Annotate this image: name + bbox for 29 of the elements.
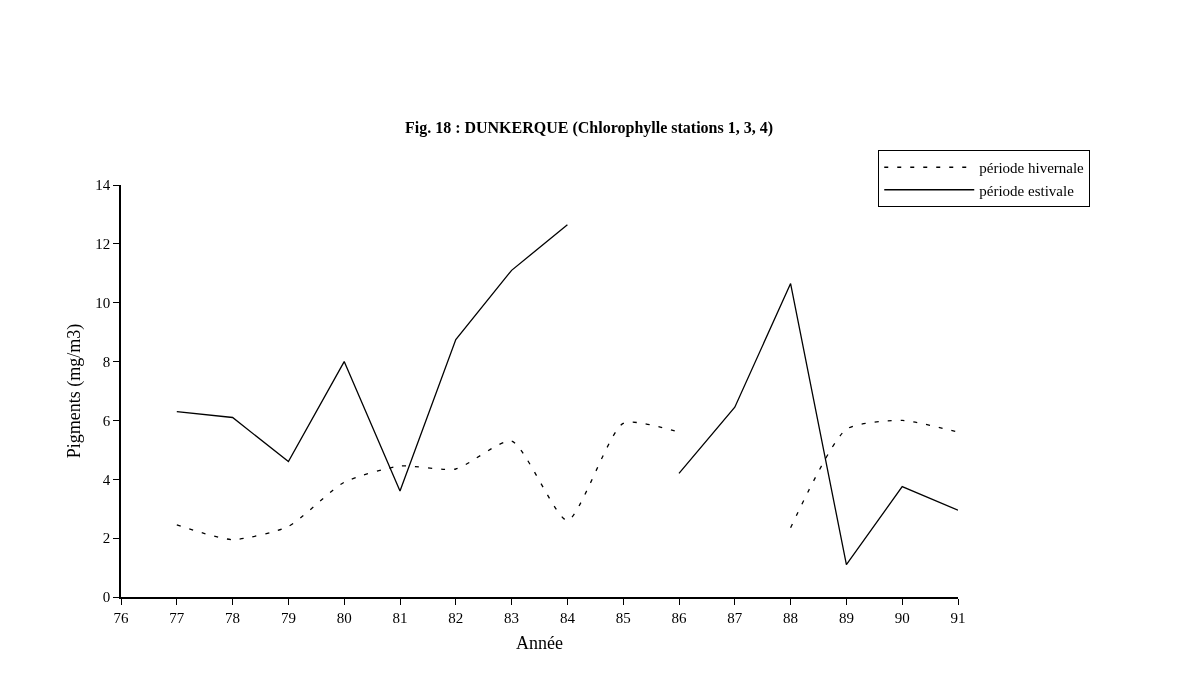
x-tick-label: 80 — [336, 609, 352, 626]
y-tick-label: 14 — [95, 177, 111, 194]
x-tick-label: 81 — [392, 609, 408, 626]
y-tick-label: 0 — [102, 589, 111, 606]
x-tick-label: 76 — [113, 609, 129, 626]
y-axis-title: Pigments (mg/m3) — [63, 323, 85, 459]
x-tick-label: 78 — [225, 609, 241, 626]
x-tick-label: 83 — [504, 609, 520, 626]
chart-title: Fig. 18 : DUNKERQUE (Chlorophylle stations 1, 3, 4) — [404, 118, 774, 137]
x-tick-label: 86 — [671, 609, 687, 626]
y-tick-label: 10 — [95, 294, 111, 311]
x-tick-label: 87 — [727, 609, 743, 626]
x-axis-title: Année — [516, 633, 563, 654]
x-tick-label: 77 — [169, 609, 185, 626]
y-tick-label: 8 — [102, 353, 111, 370]
x-tick-label: 88 — [783, 609, 799, 626]
x-tick-label: 84 — [559, 609, 576, 626]
y-tick-label: 2 — [102, 530, 111, 547]
x-tick-label: 85 — [615, 609, 631, 626]
y-tick-label: 12 — [95, 236, 111, 253]
x-tick-label: 82 — [448, 609, 464, 626]
y-tick-label: 4 — [102, 471, 111, 488]
text: période estivale — [979, 182, 1075, 199]
x-tick-label: 89 — [838, 609, 854, 626]
x-tick-label: 91 — [950, 609, 966, 626]
x-tick-label: 90 — [894, 609, 910, 626]
text: période hivernale — [979, 160, 1085, 177]
x-tick-label: 79 — [280, 609, 296, 626]
y-tick-label: 6 — [102, 412, 111, 429]
